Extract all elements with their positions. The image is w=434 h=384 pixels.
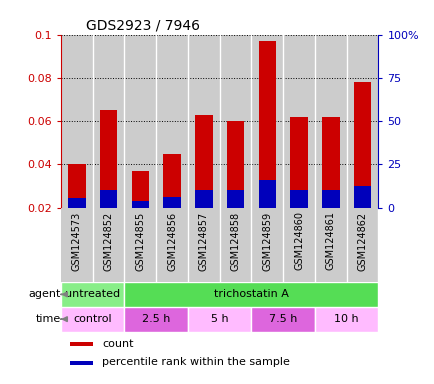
Bar [68,164,85,208]
Bar [92,35,124,208]
Bar [163,154,181,208]
Bar [187,35,219,208]
Text: GDS2923 / 7946: GDS2923 / 7946 [86,18,200,32]
Bar [163,197,181,208]
Bar [258,180,276,208]
Bar [156,208,187,282]
Bar [61,208,92,282]
Bar [289,190,307,208]
Bar [124,307,187,331]
Bar [346,35,378,208]
Bar [99,190,117,208]
Text: GSM124856: GSM124856 [167,212,177,271]
Text: time: time [36,314,61,324]
Bar [219,208,251,282]
Bar [187,208,219,282]
Bar [124,282,378,307]
Bar [61,307,124,331]
Text: 5 h: 5 h [210,314,228,324]
Text: GSM124860: GSM124860 [293,212,303,270]
Text: 10 h: 10 h [334,314,358,324]
Text: count: count [102,339,133,349]
Bar [70,343,92,346]
Bar [353,82,371,208]
Bar [226,190,244,208]
Bar [226,121,244,208]
Bar [321,190,339,208]
Bar [124,35,156,208]
Text: GSM124573: GSM124573 [72,212,82,271]
Text: GSM124855: GSM124855 [135,212,145,271]
Text: 2.5 h: 2.5 h [141,314,170,324]
Text: 7.5 h: 7.5 h [268,314,297,324]
Bar [321,117,339,208]
Bar [283,208,314,282]
Bar [124,208,156,282]
Bar [283,35,314,208]
Bar [194,115,212,208]
Bar [353,186,371,208]
Bar [251,307,314,331]
Text: GSM124861: GSM124861 [325,212,335,270]
Text: percentile rank within the sample: percentile rank within the sample [102,358,289,367]
Bar [92,208,124,282]
Bar [61,35,92,208]
Bar [251,35,283,208]
Bar [131,201,149,208]
Bar [70,361,92,365]
Text: agent: agent [29,290,61,300]
Bar [346,208,378,282]
Bar [314,35,346,208]
Bar [187,307,251,331]
Bar [219,35,251,208]
Bar [99,110,117,208]
Bar [258,41,276,208]
Bar [131,171,149,208]
Text: GSM124858: GSM124858 [230,212,240,271]
Text: GSM124852: GSM124852 [103,212,113,271]
Text: GSM124862: GSM124862 [357,212,367,271]
Bar [61,282,124,307]
Bar [314,208,346,282]
Bar [251,208,283,282]
Text: control: control [73,314,112,324]
Bar [289,117,307,208]
Bar [314,307,378,331]
Bar [194,190,212,208]
Text: untreated: untreated [65,290,120,300]
Text: GSM124857: GSM124857 [198,212,208,271]
Bar [156,35,187,208]
Bar [68,198,85,208]
Text: trichostatin A: trichostatin A [214,290,288,300]
Text: GSM124859: GSM124859 [262,212,272,271]
